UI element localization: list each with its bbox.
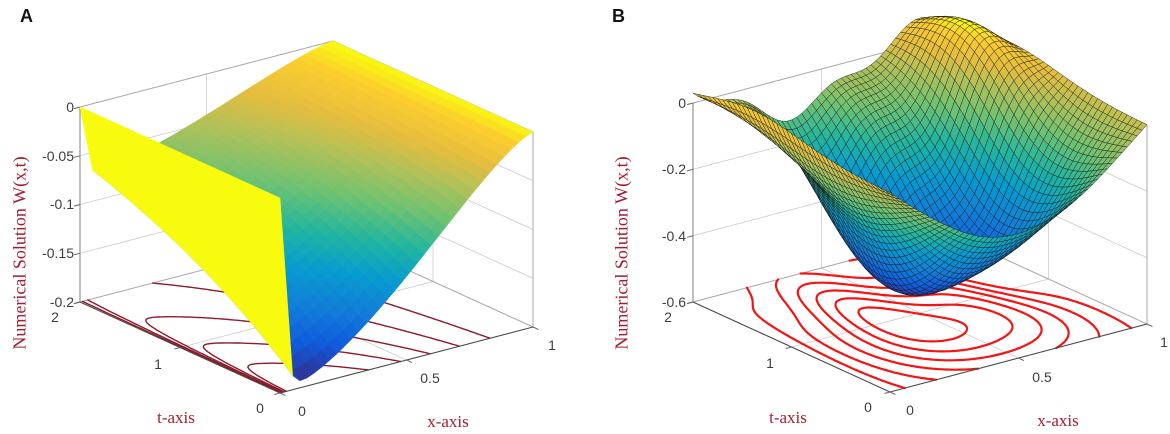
panel-b-xtick-0: 0: [906, 402, 914, 418]
panel-b-ttick-2: 2: [664, 309, 672, 325]
panel-a-x-axis-label: x-axis: [427, 412, 469, 431]
panel-a-t-axis-label: t-axis: [157, 408, 195, 427]
panel-a-ttick-2: 2: [51, 309, 59, 325]
panel-a-ztick-1: -0.05: [42, 148, 74, 164]
panel-a-xtick-0: 0: [298, 403, 306, 419]
panel-a-ttick-0: 0: [256, 400, 264, 416]
panel-a-ztick-0: 0: [66, 99, 74, 115]
panel-b-plot: [686, 15, 1153, 396]
panel-b-ztick-2: -0.4: [661, 228, 686, 244]
panel-b-xtick-1: 1: [1160, 334, 1168, 350]
panel-a-z-axis-label: Numerical Solution W(x,t): [9, 156, 30, 350]
panel-a-ztick-2: -0.1: [49, 196, 74, 212]
panel-b-ztick-3: -0.6: [661, 294, 686, 310]
panel-a-xtick-1: 1: [548, 337, 556, 353]
panel-a-ttick-1: 1: [154, 356, 162, 372]
panel-b-ztick-0: 0: [678, 95, 686, 111]
panel-a-plot: [73, 40, 539, 397]
panel-b-ttick-0: 0: [864, 399, 872, 415]
panel-a-letter: A: [20, 6, 33, 26]
panel-a-ztick-4: -0.2: [49, 294, 74, 310]
panel-a-ztick-3: -0.15: [42, 245, 74, 261]
panel-b-z-axis-label: Numerical Solution W(x,t): [611, 156, 632, 350]
panel-b-letter: B: [612, 6, 625, 26]
panel-a-xtick-05: 0.5: [420, 370, 440, 386]
panel-b-ttick-1: 1: [766, 355, 774, 371]
panel-b-t-axis-label: t-axis: [769, 408, 807, 427]
panel-b-xtick-05: 0.5: [1032, 369, 1052, 385]
panel-b-ztick-1: -0.2: [661, 161, 686, 177]
panel-b-x-axis-label: x-axis: [1037, 411, 1079, 430]
